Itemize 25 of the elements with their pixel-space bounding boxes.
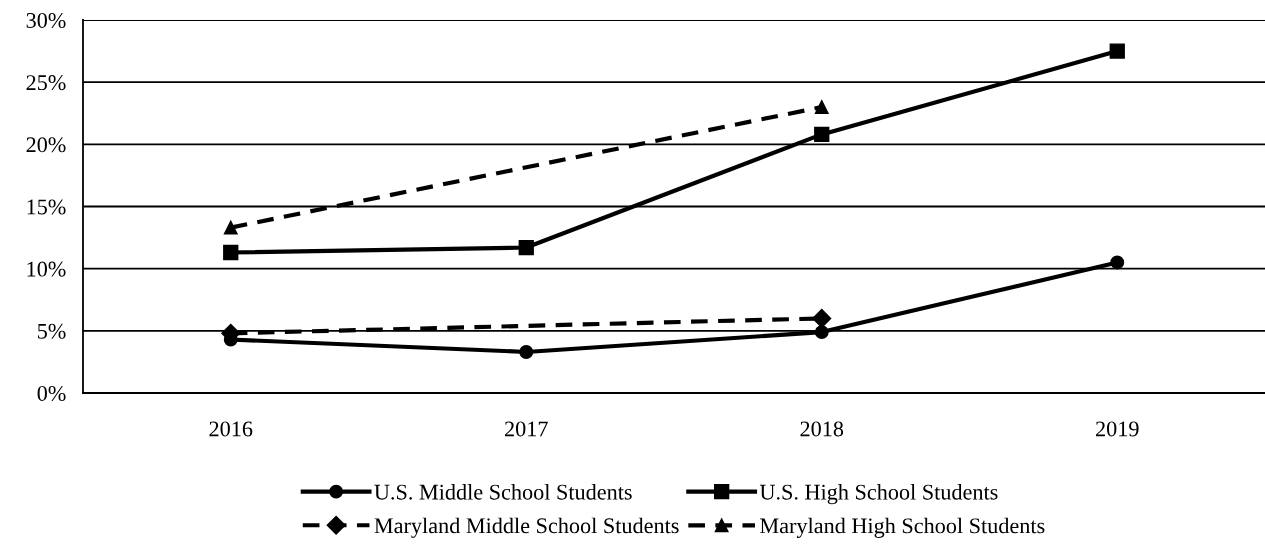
- legend-label: Maryland High School Students: [760, 517, 1045, 538]
- y-tick-label: 15%: [27, 199, 66, 215]
- point: [1110, 255, 1125, 270]
- y-tick-label: 20%: [26, 137, 66, 153]
- point: [814, 100, 829, 114]
- legend-label: U.S. High School Students: [759, 484, 998, 505]
- point: [223, 244, 239, 261]
- y-tick-label: 5%: [38, 323, 66, 339]
- y-tick-label: 25%: [26, 75, 66, 91]
- point: [518, 239, 534, 256]
- legend-label: Maryland Middle School Students: [374, 517, 679, 538]
- y-tick-label: 30%: [26, 12, 66, 28]
- point: [519, 345, 534, 359]
- point: [812, 308, 832, 328]
- y-tick-label: 10%: [27, 261, 66, 277]
- x-tick-label: 2018: [800, 421, 844, 437]
- x-tick-label: 2017: [505, 421, 548, 437]
- legend-label: U.S. Middle School Students: [374, 484, 632, 500]
- point: [814, 325, 829, 340]
- x-tick-label: 2019: [1096, 421, 1139, 437]
- y-tick-label: 0%: [37, 385, 66, 401]
- x-tick-label: 2016: [209, 421, 253, 437]
- point: [1109, 43, 1125, 59]
- point: [814, 126, 830, 143]
- point: [223, 220, 238, 235]
